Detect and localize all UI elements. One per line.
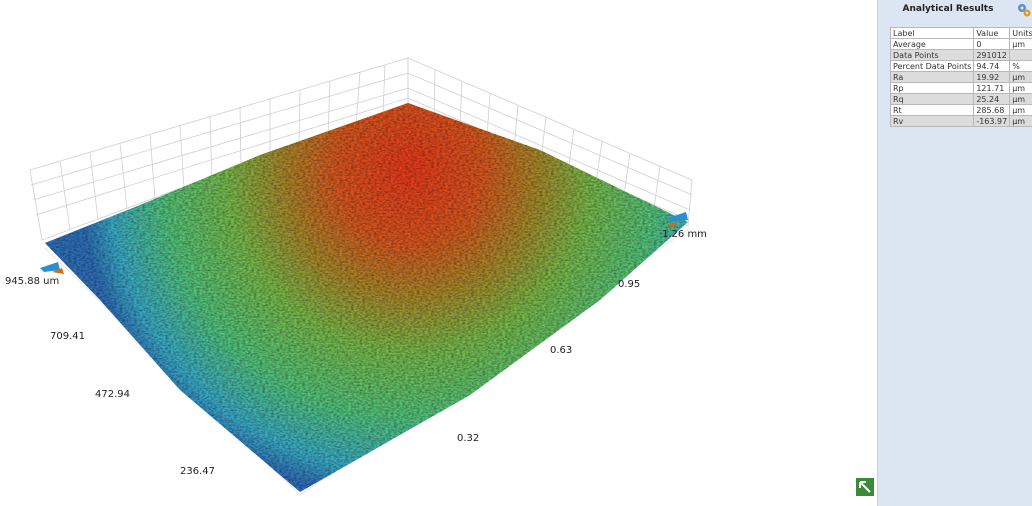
height-map-texture — [45, 103, 688, 492]
axis-label: 709.41 — [50, 331, 85, 342]
axis-label: 472.94 — [95, 389, 130, 400]
table-cell: 285.68 — [974, 105, 1010, 116]
table-cell: 25.24 — [974, 94, 1010, 105]
axis-label: 0.63 — [550, 345, 572, 356]
settings-button[interactable] — [1017, 3, 1031, 17]
table-cell: Label — [891, 28, 974, 39]
table-cell — [1010, 50, 1032, 61]
table-cell: 291012 — [974, 50, 1010, 61]
table-cell: Ra — [891, 72, 974, 83]
table-cell: Rq — [891, 94, 974, 105]
axis-label: 236.47 — [180, 466, 215, 477]
table-cell: Percent Data Points — [891, 61, 974, 72]
table-cell: 94.74 — [974, 61, 1010, 72]
table-cell: Rt — [891, 105, 974, 116]
axis-label: 0.32 — [457, 433, 479, 444]
table-cell: Rp — [891, 83, 974, 94]
table-cell: 0 — [974, 39, 1010, 50]
axis-label: 945.88 um — [5, 276, 59, 287]
table-cell: 121.71 — [974, 83, 1010, 94]
table-cell: Value — [974, 28, 1010, 39]
panel-title: Analytical Results — [878, 4, 1018, 14]
table-cell: -163.97 — [974, 116, 1010, 127]
table-cell: Data Points — [891, 50, 974, 61]
table-cell: % — [1010, 61, 1032, 72]
table-cell: Average — [891, 39, 974, 50]
axis-label: 1.26 mm — [662, 229, 707, 240]
table-cell: 19.92 — [974, 72, 1010, 83]
table-cell: µm — [1010, 105, 1032, 116]
table-cell: µm — [1010, 39, 1032, 50]
table-cell: Rv — [891, 116, 974, 127]
table-cell: µm — [1010, 116, 1032, 127]
table-cell: µm — [1010, 72, 1032, 83]
table-cell: Units — [1010, 28, 1032, 39]
app-window: 945.88 um 709.41 472.94 236.47 1.26 mm 0.95 0.… — [0, 0, 1032, 506]
surface-view: 945.88 um 709.41 472.94 236.47 1.26 mm 0.95 0.… — [0, 0, 876, 506]
table-cell: µm — [1010, 83, 1032, 94]
axis-label: 0.95 — [618, 279, 640, 290]
table-cell: µm — [1010, 94, 1032, 105]
